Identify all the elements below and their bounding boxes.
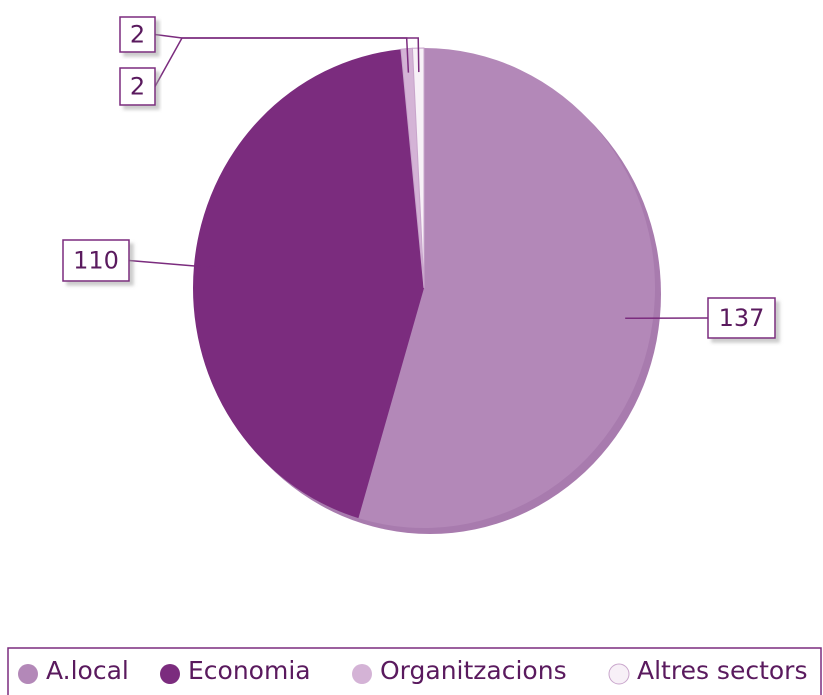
legend-marker [352,664,372,684]
label-box [119,67,156,106]
legend-marker [160,664,180,684]
legend-marker [18,664,38,684]
legend: A.local Economia Organitzacions Altres sect… [18,656,807,685]
legend-label: Organitzacions [380,656,567,685]
label-line [154,37,420,87]
data-label: 137 [719,304,765,332]
data-labels: 137 110 2 2 [62,16,776,339]
pie-slice [358,48,655,528]
label-box [707,297,776,339]
pie-slice [192,49,424,519]
legend-marker [608,663,630,685]
label-box [119,16,156,53]
data-label: 110 [73,247,119,275]
pie [192,47,655,528]
legend-label: Economia [188,656,311,685]
legend-box [7,647,822,695]
legend-label: A.local [46,656,129,685]
label-line [128,259,222,269]
legend-label: Altres sectors [637,656,807,685]
data-label: 2 [130,73,145,101]
label-box [62,239,130,282]
data-label: 2 [130,21,145,49]
